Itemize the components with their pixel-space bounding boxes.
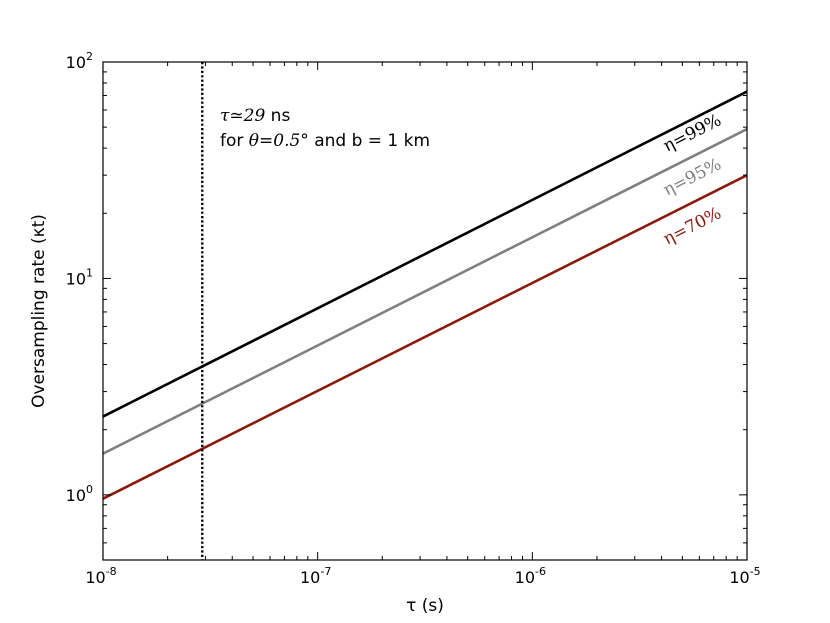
x-tick-label-1: 10-7 — [300, 565, 331, 587]
annotation-line-2: for θ=0.5° and b = 1 km — [220, 131, 430, 151]
y-tick-label-2: 102 — [66, 50, 93, 72]
series-line-1 — [102, 127, 748, 455]
x-tick-label-0: 10-8 — [85, 565, 116, 587]
annotation-tau-value: τ≃29 — [220, 106, 265, 126]
series-line-0 — [102, 90, 748, 418]
annotation-tau-unit: ns — [265, 106, 290, 126]
y-axis-label: Oversampling rate (κt) — [29, 214, 49, 408]
y-tick-label-0: 100 — [66, 483, 93, 505]
annotation-for: for — [220, 131, 249, 151]
plot-frame — [102, 61, 748, 561]
annotation-line-1: τ≃29 ns — [220, 106, 290, 126]
x-tick-label-3: 10-5 — [729, 565, 760, 587]
x-tick-label-2: 10-6 — [515, 565, 546, 587]
series-layer — [102, 90, 748, 500]
series-line-2 — [102, 173, 748, 500]
annotation-baseline: and b = 1 km — [309, 131, 430, 151]
x-axis-label: τ (s) — [406, 596, 444, 616]
annotation-theta: θ=0.5° — [249, 131, 309, 151]
y-tick-label-1: 101 — [66, 266, 93, 288]
